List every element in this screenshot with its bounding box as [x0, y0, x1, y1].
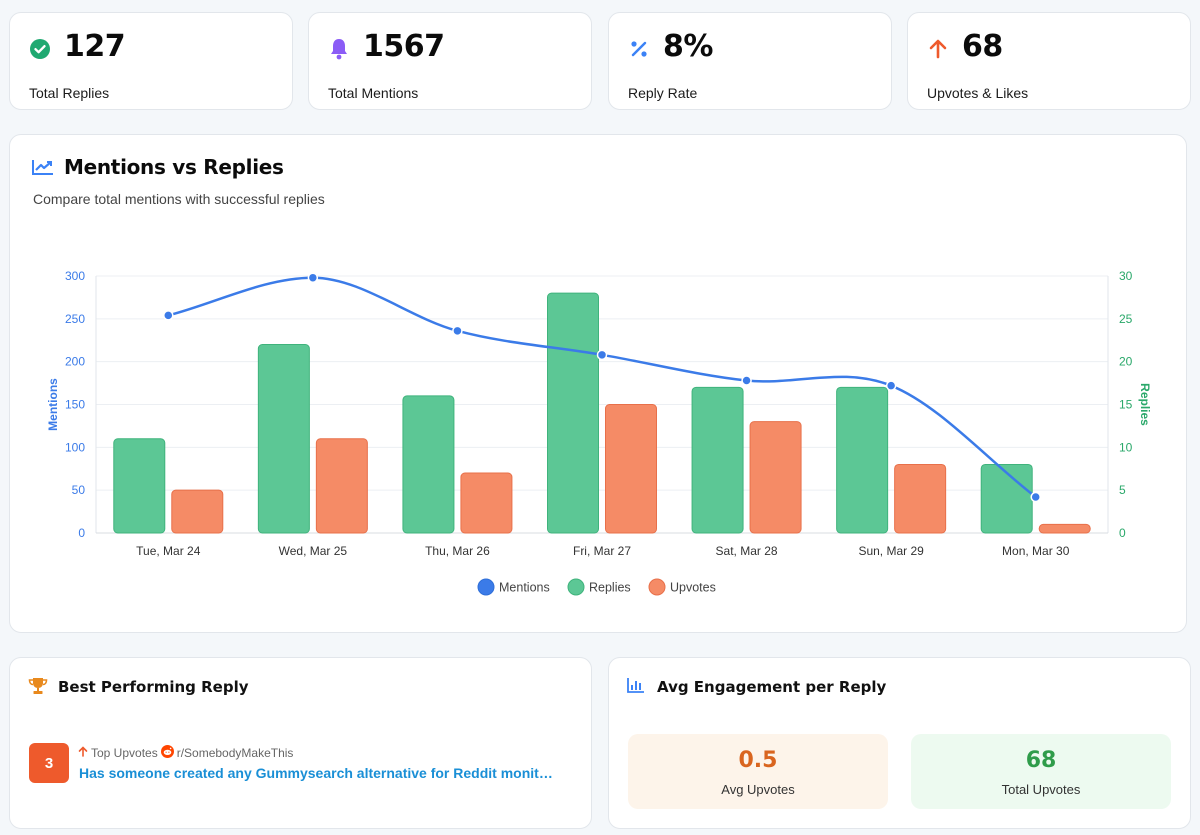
- stat-value: 8%: [663, 29, 713, 64]
- legend-label: Mentions: [499, 581, 550, 595]
- y-tick-label-right: 25: [1119, 312, 1133, 326]
- y-tick-label-left: 150: [65, 398, 85, 412]
- y-tick-label-left: 50: [72, 483, 86, 497]
- stat-label: Upvotes & Likes: [927, 85, 1029, 101]
- total-upvotes-label: Total Upvotes: [1001, 782, 1081, 797]
- legend-swatch: [648, 578, 666, 596]
- total-upvotes-value: 68: [1025, 748, 1057, 773]
- bar-upvotes: [460, 472, 513, 534]
- x-tick-label: Sun, Mar 29: [858, 544, 924, 558]
- chart-plot: 0 50 100 150 200 250 300 0 5 10 15 20 25 30 Mentions Re…: [46, 269, 1152, 596]
- legend-swatch: [567, 578, 585, 596]
- total-upvotes-box: 68 Total Upvotes: [911, 734, 1171, 809]
- avg-upvotes-box: 0.5 Avg Upvotes: [628, 734, 888, 809]
- best-performing-reply-card: Best Performing Reply 3 Top Upvotes r/So…: [9, 657, 592, 829]
- legend-swatch: [477, 578, 495, 596]
- trending-line-icon: [32, 159, 54, 180]
- bar-replies: [691, 386, 744, 534]
- bar-upvotes: [315, 438, 368, 534]
- x-tick-label: Thu, Mar 26: [425, 544, 490, 558]
- avg-upvotes-label: Avg Upvotes: [721, 782, 795, 797]
- stat-label: Total Replies: [29, 85, 110, 101]
- subreddit-link[interactable]: r/SomebodyMakeThis: [176, 746, 294, 760]
- chart-title: Mentions vs Replies: [64, 155, 284, 179]
- chart-subtitle: Compare total mentions with successful r…: [33, 191, 325, 207]
- trophy-icon: [28, 677, 48, 700]
- mentions-vs-replies-card: Mentions vs Replies Compare total mentio…: [9, 134, 1187, 633]
- stat-label: Reply Rate: [628, 85, 698, 101]
- point-mentions: [596, 349, 608, 361]
- bar-chart-icon: [627, 677, 645, 698]
- check-circle-icon: [28, 37, 52, 61]
- y-tick-label-right: 0: [1119, 526, 1126, 540]
- arrow-up-icon: [926, 37, 950, 61]
- stat-card-reply-rate: 8% Reply Rate: [608, 12, 892, 110]
- point-mentions: [452, 325, 463, 337]
- bar-replies: [402, 395, 455, 534]
- bar-replies: [836, 386, 889, 534]
- best-reply-link[interactable]: Has someone created any Gummysearch alte…: [79, 765, 559, 781]
- bar-upvotes: [605, 404, 657, 534]
- stat-card-upvotes: 68 Upvotes & Likes: [907, 12, 1191, 110]
- stat-value: 127: [64, 29, 126, 64]
- bar-replies: [113, 438, 166, 534]
- y-tick-label-left: 0: [78, 526, 85, 540]
- avg-upvotes-value: 0.5: [738, 748, 778, 773]
- y-tick-label-left: 250: [65, 312, 85, 326]
- bell-icon: [327, 37, 351, 61]
- point-mentions: [307, 272, 319, 283]
- x-tick-label: Fri, Mar 27: [573, 544, 631, 558]
- stat-value: 68: [962, 29, 1003, 64]
- avg-engagement-card: Avg Engagement per Reply 0.5 Avg Upvotes…: [608, 657, 1191, 829]
- best-reply-title: Best Performing Reply: [58, 678, 249, 696]
- y-tick-label-left: 100: [65, 440, 85, 454]
- stat-card-total-replies: 127 Total Replies: [9, 12, 293, 110]
- stat-label: Total Mentions: [328, 85, 419, 101]
- x-tick-label: Tue, Mar 24: [136, 544, 201, 558]
- reply-meta-label: Top Upvotes: [91, 746, 158, 760]
- x-tick-label: Wed, Mar 25: [279, 544, 348, 558]
- y-tick-label-right: 30: [1119, 269, 1133, 283]
- x-tick-label: Mon, Mar 30: [1002, 544, 1070, 558]
- arrow-up-icon: [78, 746, 88, 760]
- reddit-icon: [160, 745, 174, 761]
- y-tick-label-left: 200: [65, 355, 85, 369]
- bar-replies: [547, 292, 599, 534]
- bar-replies: [257, 344, 310, 534]
- legend-label: Replies: [589, 581, 631, 595]
- y-tick-label-right: 20: [1119, 355, 1133, 369]
- stat-card-total-mentions: 1567 Total Mentions: [308, 12, 592, 110]
- point-mentions: [741, 375, 752, 386]
- y-tick-label-right: 5: [1119, 483, 1126, 497]
- point-mentions: [1030, 491, 1041, 503]
- avg-engagement-title: Avg Engagement per Reply: [657, 678, 887, 696]
- x-tick-label: Sat, Mar 28: [716, 544, 778, 558]
- bar-upvotes: [894, 463, 947, 534]
- stat-value: 1567: [363, 29, 445, 64]
- bar-replies: [980, 463, 1033, 534]
- y-tick-label-right: 10: [1119, 440, 1133, 454]
- bar-upvotes: [749, 421, 802, 534]
- percent-icon: [627, 37, 651, 61]
- point-mentions: [885, 380, 897, 391]
- y-axis-title-right: Replies: [1138, 383, 1152, 426]
- y-tick-label-right: 15: [1119, 398, 1133, 412]
- y-tick-label-left: 300: [65, 269, 85, 283]
- reply-meta: Top Upvotes r/SomebodyMakeThis: [78, 745, 293, 761]
- bar-upvotes: [171, 489, 224, 534]
- bar-upvotes: [1038, 523, 1091, 534]
- point-mentions: [163, 310, 174, 321]
- reply-rank-badge: 3: [29, 743, 69, 783]
- legend-label: Upvotes: [670, 581, 716, 595]
- y-axis-title-left: Mentions: [46, 378, 60, 431]
